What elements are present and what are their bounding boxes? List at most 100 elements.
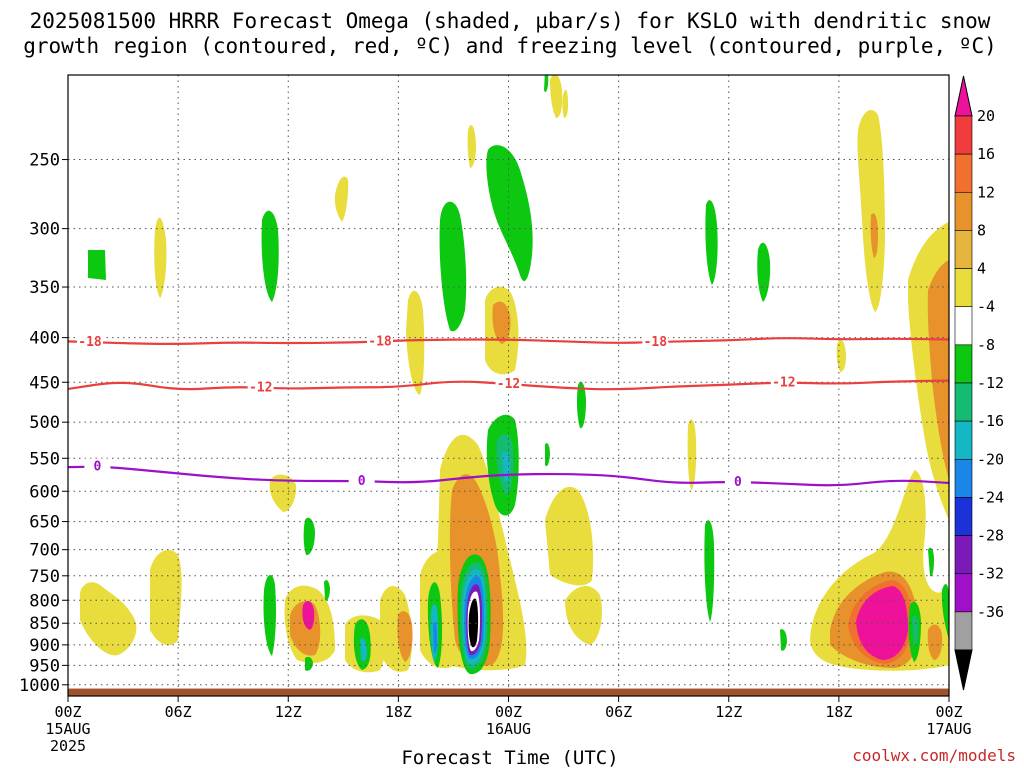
omega-blob-positive xyxy=(927,260,949,480)
contour-label-bg xyxy=(724,473,751,488)
x-tick-date: 16AUG xyxy=(486,720,531,738)
omega-blob-positive xyxy=(397,611,413,662)
colorbar-swatch xyxy=(954,497,973,536)
omega-blob-positive xyxy=(154,217,167,298)
y-tick-label: 700 xyxy=(29,541,60,561)
contour-label: 0 xyxy=(734,475,742,490)
colorbar-swatch xyxy=(954,191,973,231)
contour-label: -18 xyxy=(368,334,392,349)
omega-blob-positive xyxy=(79,582,137,656)
contour-label: -18 xyxy=(644,335,668,350)
colorbar-label: -20 xyxy=(977,450,1004,468)
colorbar-label: 12 xyxy=(977,183,995,201)
contour-label: -18 xyxy=(78,335,102,350)
x-tick-date: 17AUG xyxy=(926,720,971,738)
contour-lines: -18 -18 -18 -12 -12 -12 0 0 0 xyxy=(68,333,949,490)
chart-title-line1: 2025081500 HRRR Forecast Omega (shaded, … xyxy=(30,9,991,33)
y-tick-label: 800 xyxy=(29,591,60,611)
y-tick-label: 250 xyxy=(29,151,60,171)
omega-blob-negative xyxy=(324,580,330,601)
omega-blob-negative xyxy=(705,200,718,285)
contour-label-bg xyxy=(247,379,274,394)
x-tick-year: 2025 xyxy=(50,737,86,755)
contour-label: 0 xyxy=(358,474,366,489)
omega-blob-positive xyxy=(870,213,878,258)
omega-blob-positive xyxy=(406,290,425,395)
omega-blob-negative xyxy=(704,520,715,622)
contour-label: -12 xyxy=(497,377,520,392)
colorbar-label: -36 xyxy=(977,603,1004,621)
y-axis: 2503003504004505005506006507007508008509… xyxy=(19,151,68,696)
contour-label-bg xyxy=(84,458,111,473)
omega-blob-positive xyxy=(302,600,315,630)
colorbar-swatch xyxy=(954,115,973,155)
colorbar-swatch xyxy=(954,458,973,498)
omega-blob-negative xyxy=(303,517,315,556)
colorbar-bottom-arrow xyxy=(954,649,973,691)
colorbar-swatch xyxy=(954,535,973,575)
omega-blob-positive xyxy=(687,419,697,490)
colorbar-swatch xyxy=(954,306,973,346)
x-tick-label: 06Z xyxy=(165,703,192,721)
omega-blob-negative xyxy=(544,75,549,93)
contour-label-bg xyxy=(770,374,797,389)
omega-blob-positive xyxy=(927,624,943,660)
omega-blob-positive xyxy=(545,486,594,586)
x-tick-label: 00Z xyxy=(935,703,962,721)
omega-blob-negative xyxy=(576,381,586,429)
colorbar-swatch xyxy=(954,344,973,384)
colorbar-swatch xyxy=(954,611,973,651)
omega-blob-positive xyxy=(857,110,885,312)
x-tick-label: 18Z xyxy=(385,703,412,721)
omega-blob-negative xyxy=(941,584,949,640)
credit-link[interactable]: coolwx.com/models xyxy=(852,746,1016,765)
colorbar-label: 16 xyxy=(977,145,995,163)
x-tick-label: 00Z xyxy=(495,703,522,721)
omega-blob-positive xyxy=(150,550,182,646)
contour-label: -12 xyxy=(772,375,795,390)
colorbar-swatch xyxy=(954,420,973,460)
colorbar-label: -4 xyxy=(977,298,995,316)
colorbar: 20 16 12 8 4 -4 -8 -12 -16 -20 -24 -28 -32 -36 xyxy=(954,75,1004,691)
contour-label: 0 xyxy=(93,460,101,475)
omega-blob-positive xyxy=(550,75,563,118)
omega-blob-positive xyxy=(492,301,511,344)
colorbar-swatch xyxy=(954,573,973,613)
omega-blob-negative xyxy=(780,629,787,651)
x-tick-label: 12Z xyxy=(715,703,742,721)
contour-line xyxy=(68,337,949,345)
colorbar-label: -12 xyxy=(977,374,1004,392)
omega-blob-negative xyxy=(545,443,550,467)
colorbar-label: -24 xyxy=(977,488,1004,506)
omega-core-negative xyxy=(433,621,437,654)
omega-blob-positive xyxy=(836,339,846,372)
omega-blob-negative xyxy=(928,547,934,577)
colorbar-label: -32 xyxy=(977,565,1004,583)
omega-blob-negative xyxy=(263,574,276,656)
x-tick-label: 00Z xyxy=(54,703,81,721)
x-axis-title: Forecast Time (UTC) xyxy=(401,747,618,768)
x-tick-label: 18Z xyxy=(825,703,852,721)
y-tick-label: 650 xyxy=(29,513,60,533)
omega-core-negative xyxy=(468,598,479,648)
x-tick-label: 12Z xyxy=(275,703,302,721)
y-tick-label: 550 xyxy=(29,449,60,469)
chart-title-line2: growth region (contoured, red, ºC) and f… xyxy=(23,34,997,58)
omega-blob-positive xyxy=(467,125,476,168)
omega-blob-negative xyxy=(486,145,533,282)
y-tick-label: 850 xyxy=(29,614,60,634)
y-tick-label: 400 xyxy=(29,329,60,349)
y-tick-label: 350 xyxy=(29,278,60,298)
x-tick-label: 06Z xyxy=(605,703,632,721)
y-tick-label: 900 xyxy=(29,636,60,656)
colorbar-top-arrow xyxy=(954,75,973,117)
y-tick-label: 300 xyxy=(29,220,60,240)
y-tick-label: 500 xyxy=(29,413,60,433)
colorbar-label: 20 xyxy=(977,107,995,125)
omega-blob-positive xyxy=(334,176,349,222)
y-tick-label: 750 xyxy=(29,567,60,587)
colorbar-label: 8 xyxy=(977,221,986,239)
contour-label-bg xyxy=(642,334,669,349)
